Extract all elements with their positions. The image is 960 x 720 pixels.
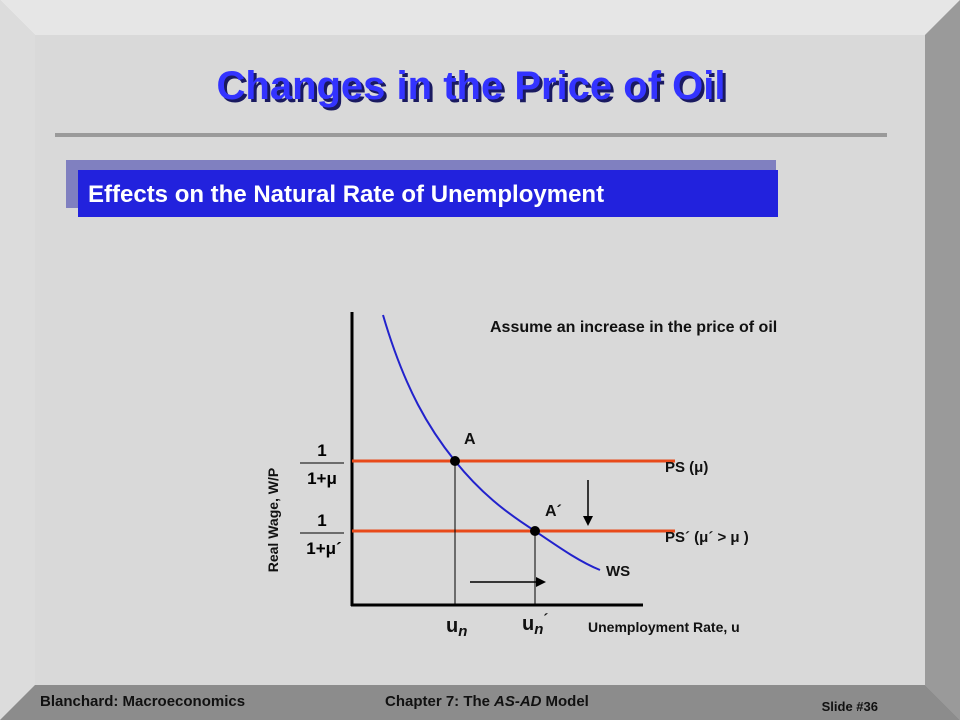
un-prime-mark: ´ <box>543 611 548 628</box>
subtitle: Effects on the Natural Rate of Unemploym… <box>88 181 604 208</box>
label-a-prime: A´ <box>545 503 562 520</box>
y-axis-label: Real Wage, W/P <box>265 468 281 573</box>
footer-center-part: Model <box>546 693 589 710</box>
ws-curve <box>382 314 601 571</box>
footer-left: Blanchard: Macroeconomics <box>40 693 245 710</box>
point-a <box>450 456 460 466</box>
un-prime-sub: n <box>534 621 543 638</box>
un-sub: n <box>458 623 467 640</box>
x-axis-label: Unemployment Rate, u <box>588 619 740 635</box>
fraction-numerator: 1 <box>317 441 326 460</box>
fraction-numerator: 1 <box>317 511 326 530</box>
footer-center: Chapter 7: The AS-AD Model <box>385 693 589 710</box>
bevel-top <box>0 0 960 35</box>
footer-right: Slide #36 <box>822 699 878 714</box>
footer-center-part: Chapter 7: The <box>385 693 490 710</box>
footer-center-part: AS-AD <box>493 693 542 710</box>
subtitle-box <box>78 170 778 217</box>
un-base: u <box>446 615 458 637</box>
ws-label: WS <box>606 563 630 580</box>
note: Assume an increase in the price of oil <box>490 319 777 336</box>
un-prime-label: un´ <box>522 611 548 638</box>
title: Changes in the Price of Oil <box>217 64 726 108</box>
content-area <box>35 35 925 685</box>
title-shadow: Changes in the Price of Oil <box>220 67 729 111</box>
ps-prime-label: PS´ (μ´ > μ ) <box>665 529 749 546</box>
un-label: un <box>446 615 467 640</box>
fraction-denominator: 1+μ <box>307 469 337 488</box>
fraction-denominator: 1+μ´ <box>306 539 341 558</box>
bevel-right <box>925 0 960 720</box>
bevel-bottom <box>0 685 960 720</box>
bevel-left <box>0 0 35 720</box>
point-a-prime <box>530 526 540 536</box>
arrow-head <box>536 577 546 587</box>
label-a: A <box>464 431 476 448</box>
arrow-head <box>583 516 593 526</box>
ps-label: PS (μ) <box>665 459 708 476</box>
un-prime-base: u <box>522 613 534 635</box>
